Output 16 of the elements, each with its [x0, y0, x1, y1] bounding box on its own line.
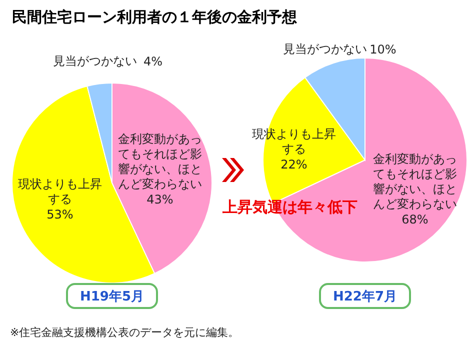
- slice-label: 金利変動があってもそれほど影響がない、ほとんど変わらない: [373, 152, 457, 212]
- slice-label: 現状よりも上昇する: [18, 177, 102, 206]
- data-label: 68%: [402, 212, 428, 226]
- slice-label: 金利変動があってもそれほど影響がない、ほとんど変わらない: [118, 132, 202, 192]
- text: ※住宅金融支援機構公表のデータを元に編集。: [10, 326, 240, 339]
- text: H19年5月: [80, 290, 144, 305]
- data-label: 4%: [143, 54, 163, 68]
- data-label: 43%: [146, 192, 174, 206]
- text: H22年7月: [332, 290, 398, 305]
- slice-label: 見当がつかない: [283, 42, 367, 56]
- data-label: 53%: [46, 207, 74, 222]
- data-label: 22%: [280, 157, 308, 172]
- slice-label: 見当がつかない: [53, 54, 137, 68]
- text: 上昇気運は年々低下: [222, 198, 358, 216]
- data-label: 10%: [370, 42, 396, 56]
- chart-title: 民間住宅ローン利用者の１年後の金利予想: [12, 8, 298, 26]
